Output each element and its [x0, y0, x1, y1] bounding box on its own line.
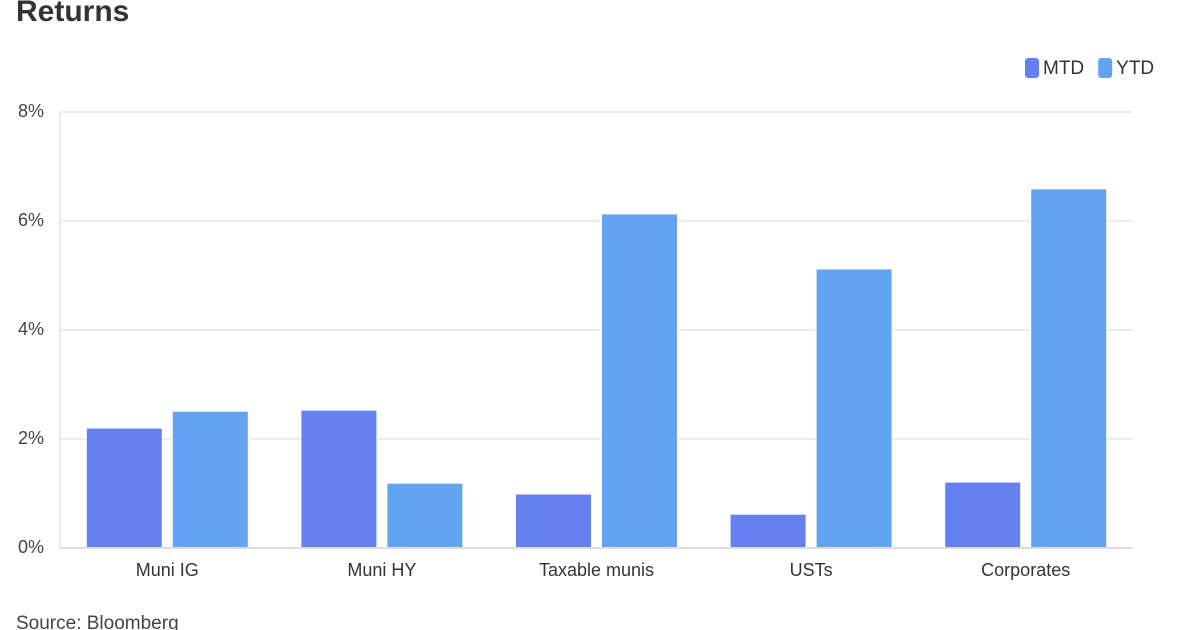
x-tick-label: Taxable munis [539, 560, 654, 580]
x-tick-label: Muni IG [136, 560, 199, 580]
bar [944, 481, 1022, 549]
bar [815, 268, 893, 549]
legend-label: YTD [1116, 58, 1154, 79]
y-tick-label: 8% [18, 101, 44, 121]
bar [171, 410, 249, 549]
y-tick-label: 0% [18, 537, 44, 557]
bar [386, 482, 464, 549]
chart-title: Returns [16, 0, 129, 28]
y-tick-label: 6% [18, 210, 44, 230]
bar [515, 493, 592, 549]
bar [300, 409, 378, 549]
y-tick-label: 2% [18, 428, 44, 448]
bar [85, 427, 163, 549]
y-tick-label: 4% [18, 319, 44, 339]
bar [601, 213, 678, 549]
legend-label: MTD [1043, 58, 1084, 79]
legend-swatch [1025, 58, 1039, 78]
bar [729, 513, 807, 549]
x-tick-label: Muni HY [347, 560, 416, 580]
source-note: Source: Bloomberg [16, 613, 179, 630]
x-tick-label: USTs [790, 560, 833, 580]
x-tick-label: Corporates [981, 560, 1070, 580]
bar [1030, 188, 1108, 549]
legend-swatch [1098, 58, 1113, 78]
